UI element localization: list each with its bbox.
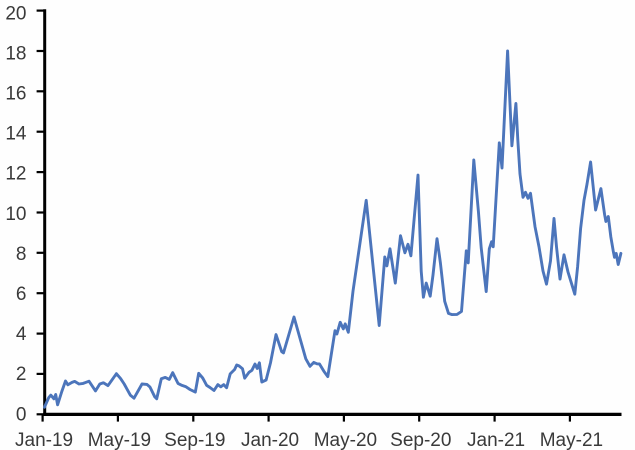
- svg-text:Sep-20: Sep-20: [390, 430, 451, 450]
- svg-text:Jan-21: Jan-21: [467, 430, 525, 450]
- svg-text:May-20: May-20: [314, 430, 377, 450]
- svg-text:May-21: May-21: [540, 430, 603, 450]
- svg-text:4: 4: [16, 324, 27, 345]
- svg-text:12: 12: [5, 164, 26, 185]
- svg-text:8: 8: [16, 244, 27, 265]
- svg-text:6: 6: [16, 284, 27, 305]
- svg-text:10: 10: [5, 204, 26, 225]
- svg-text:16: 16: [5, 84, 26, 105]
- svg-text:Sep-19: Sep-19: [164, 430, 225, 450]
- svg-text:0: 0: [16, 404, 27, 425]
- svg-text:20: 20: [5, 3, 26, 24]
- svg-text:Jan-19: Jan-19: [15, 430, 73, 450]
- svg-text:Jan-20: Jan-20: [241, 430, 299, 450]
- svg-text:18: 18: [5, 43, 26, 64]
- svg-text:2: 2: [16, 364, 27, 385]
- svg-text:May-19: May-19: [88, 430, 151, 450]
- svg-text:14: 14: [5, 124, 27, 145]
